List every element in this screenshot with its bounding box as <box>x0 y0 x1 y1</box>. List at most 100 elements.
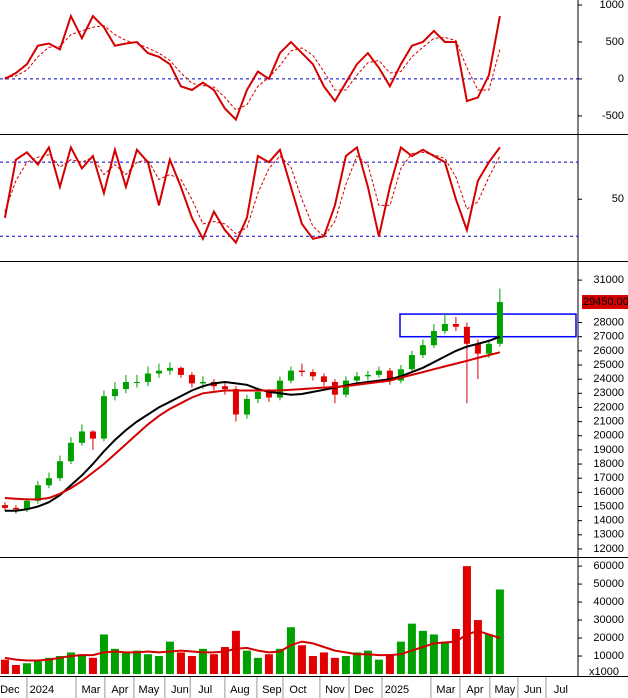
candle-body <box>89 431 96 439</box>
candle-body <box>276 380 283 398</box>
y-tick-label: 50 <box>612 193 624 205</box>
volume-bar <box>352 652 361 675</box>
y-tick-label: 25000 <box>593 359 624 371</box>
series-line <box>4 351 501 501</box>
candle-body <box>133 381 140 383</box>
y-tick-label: 0 <box>618 73 624 85</box>
x-tick-label: Jun <box>171 684 189 696</box>
volume-bar <box>209 654 218 675</box>
series-line <box>4 629 501 662</box>
volume-bar <box>341 656 350 675</box>
candle-body <box>199 381 206 384</box>
y-tick-label: 22000 <box>593 401 624 413</box>
candle-body <box>122 381 129 390</box>
y-tick-label: 30000 <box>593 614 624 626</box>
series-line <box>4 13 501 122</box>
candle-body <box>463 326 470 344</box>
candle-body <box>375 370 382 375</box>
x-tick-label: Sep <box>262 684 282 696</box>
volume-bar <box>308 656 317 675</box>
x-tick-label: Mar <box>81 684 100 696</box>
volume-bar <box>231 630 240 675</box>
candle-body <box>232 389 239 415</box>
volume-bar <box>473 620 482 675</box>
candle-body <box>364 374 371 377</box>
candle-body <box>221 386 228 390</box>
volume-bar <box>297 645 306 675</box>
y-tick-label: 13000 <box>593 529 624 541</box>
candle-body <box>496 302 503 344</box>
candle-body <box>419 345 426 356</box>
candle-body <box>254 391 261 399</box>
candle-body <box>1 505 8 508</box>
volume-bar <box>66 652 75 675</box>
candle-body <box>155 370 162 374</box>
x-tick-label: Oct <box>289 684 306 696</box>
candle-body <box>67 442 74 462</box>
candle-body <box>100 396 107 439</box>
y-tick-label: 40000 <box>593 596 624 608</box>
volume-bar <box>363 650 372 675</box>
candle-body <box>23 500 30 510</box>
series-line <box>4 25 501 111</box>
series-line <box>4 335 501 512</box>
volume-bar <box>187 656 196 675</box>
candle-body <box>298 370 305 373</box>
volume-bar <box>77 654 86 675</box>
y-tick-label: 19000 <box>593 444 624 456</box>
x-tick-label: Nov <box>325 684 345 696</box>
y-tick-label: 60000 <box>593 560 624 572</box>
last-price-box <box>582 295 628 310</box>
candle-body <box>474 343 481 354</box>
volume-bar <box>110 648 119 675</box>
candle-body <box>34 485 41 501</box>
volume-bar <box>374 659 383 675</box>
y-tick-label: 20000 <box>593 632 624 644</box>
volume-bar <box>407 623 416 675</box>
y-tick-label: 26000 <box>593 345 624 357</box>
volume-bar <box>242 650 251 675</box>
x-tick-label: Dec <box>0 684 20 696</box>
candle-body <box>485 343 492 354</box>
candle-body <box>397 369 404 381</box>
volume-bar <box>462 566 471 675</box>
x-tick-label: Jul <box>198 684 212 696</box>
series-line <box>4 151 501 238</box>
volume-bar <box>121 652 130 675</box>
volume-bar <box>440 641 449 675</box>
volume-bar <box>198 648 207 675</box>
x-tick-label: 2024 <box>30 684 54 696</box>
y-tick-label: 1000 <box>600 0 624 11</box>
candle-body <box>386 370 393 381</box>
volume-bar <box>0 659 9 675</box>
volume-bar <box>55 656 64 675</box>
x-tick-label: Aug <box>230 684 250 696</box>
y-tick-label: 24000 <box>593 373 624 385</box>
candle-body <box>452 323 459 327</box>
last-price-label: 29450.00 <box>583 296 628 308</box>
volume-bar <box>132 650 141 675</box>
candle-body <box>45 478 52 486</box>
unit-label: x1000 <box>589 666 619 678</box>
volume-bar <box>143 654 152 675</box>
volume-bar <box>253 657 262 675</box>
volume-bar <box>88 657 97 675</box>
y-tick-label: 21000 <box>593 416 624 428</box>
volume-bar <box>11 665 20 675</box>
y-tick-label: 27000 <box>593 331 624 343</box>
candle-body <box>320 376 327 382</box>
volume-bar <box>495 589 504 675</box>
y-tick-label: 28000 <box>593 316 624 328</box>
x-tick-label: May <box>139 684 160 696</box>
y-tick-label: 50000 <box>593 578 624 590</box>
candle-body <box>12 507 19 510</box>
y-tick-label: 16000 <box>593 486 624 498</box>
x-tick-label: Apr <box>111 684 128 696</box>
candle-body <box>309 372 316 377</box>
price-zone <box>399 313 577 338</box>
x-tick-label: Dec <box>354 684 374 696</box>
x-tick-label: 2025 <box>385 684 409 696</box>
y-tick-label: -500 <box>602 110 624 122</box>
